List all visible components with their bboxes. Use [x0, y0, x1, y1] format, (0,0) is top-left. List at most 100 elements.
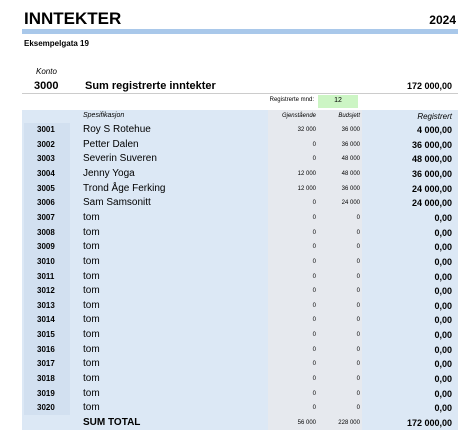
row-code: 3012	[37, 286, 55, 296]
total-remaining: 56 000	[297, 420, 316, 426]
row-registered: 0,00	[434, 330, 452, 341]
row-remaining: 0	[312, 229, 316, 236]
row-registered: 4 000,00	[416, 125, 452, 135]
row-budget: 36 000	[341, 185, 360, 192]
row-name: tom	[83, 211, 100, 223]
row-registered: 0,00	[434, 227, 452, 238]
months-cell	[318, 95, 358, 108]
address: Eksempelgata 19	[24, 39, 89, 48]
row-registered: 0,00	[434, 271, 452, 282]
row-name: tom	[83, 226, 100, 238]
col-header: Budsjett	[338, 113, 360, 119]
row-remaining: 0	[312, 361, 316, 368]
row-name: Petter Dalen	[83, 138, 139, 150]
row-name: tom	[83, 255, 100, 267]
row-registered: 0,00	[434, 374, 452, 385]
row-code: 3018	[37, 374, 55, 384]
row-budget: 0	[356, 361, 360, 368]
row-code: 3004	[37, 168, 55, 178]
row-name: tom	[83, 343, 100, 355]
row-registered: 0,00	[434, 242, 452, 253]
row-remaining: 12 000	[297, 185, 316, 192]
table-bg	[22, 110, 458, 430]
row-budget: 36 000	[341, 127, 360, 133]
row-registered: 0,00	[434, 388, 452, 399]
row-budget: 0	[356, 244, 360, 251]
row-budget: 48 000	[341, 156, 360, 163]
row-budget: 0	[356, 214, 360, 221]
row-registered: 0,00	[434, 359, 452, 370]
col-header: Gjenstående	[281, 113, 316, 119]
months: 12	[334, 97, 342, 104]
code-column-bg	[24, 123, 70, 415]
row-budget: 0	[356, 302, 360, 309]
amount-columns-bg	[268, 110, 362, 430]
row-name: Jenny Yoga	[83, 167, 135, 179]
row-registered: 0,00	[434, 315, 452, 326]
row-name: tom	[83, 285, 100, 297]
row-budget: 48 000	[341, 170, 360, 177]
row-code: 3005	[37, 183, 55, 193]
total-label: SUM TOTAL	[83, 417, 141, 428]
sum-amount: 172 000,00	[406, 81, 452, 91]
row-registered: 0,00	[434, 300, 452, 311]
title-bar	[22, 29, 458, 34]
row-remaining: 32 000	[297, 127, 316, 133]
row-budget: 0	[356, 405, 360, 412]
row-code: 3007	[37, 212, 55, 222]
row-code: 3001	[37, 125, 55, 134]
col-header: Spesifikasjon	[83, 112, 125, 119]
row-name: Severin Suveren	[83, 153, 157, 165]
row-budget: 0	[356, 258, 360, 265]
row-registered: 0,00	[434, 403, 452, 414]
row-code: 3013	[37, 300, 55, 310]
row-registered: 48 000,00	[411, 154, 452, 165]
row-code: 3002	[37, 139, 55, 149]
col-header: Registrert	[417, 112, 452, 121]
row-code: 3006	[37, 198, 55, 208]
row-name: tom	[83, 358, 100, 370]
row-name: Roy S Rotehue	[83, 124, 151, 135]
row-remaining: 0	[312, 405, 316, 412]
row-remaining: 0	[312, 317, 316, 324]
page-title: INNTEKTER	[24, 9, 122, 28]
row-remaining: 0	[312, 141, 316, 148]
row-code: 3008	[37, 227, 55, 237]
row-budget: 0	[356, 376, 360, 383]
total-registered: 172 000,00	[406, 418, 452, 428]
row-name: tom	[83, 373, 100, 385]
row-code: 3020	[37, 403, 55, 413]
row-remaining: 0	[312, 390, 316, 397]
row-code: 3011	[37, 271, 55, 281]
row-budget: 0	[356, 317, 360, 324]
row-remaining: 0	[312, 376, 316, 383]
row-code: 3017	[37, 359, 55, 369]
year: 2024	[429, 13, 456, 27]
row-name: tom	[83, 270, 100, 282]
row-name: tom	[83, 299, 100, 311]
row-code: 3015	[37, 330, 55, 340]
row-remaining: 0	[312, 332, 316, 339]
total-budget: 228 000	[338, 420, 360, 426]
sum-code: 3000	[34, 80, 59, 92]
row-remaining: 0	[312, 244, 316, 251]
row-name: tom	[83, 329, 100, 341]
row-registered: 0,00	[434, 256, 452, 267]
row-budget: 36 000	[341, 141, 360, 148]
row-registered: 0,00	[434, 212, 452, 223]
row-registered: 36 000,00	[411, 168, 452, 179]
row-code: 3019	[37, 388, 55, 398]
sum-underline	[22, 93, 458, 94]
row-code: 3016	[37, 344, 55, 354]
row-remaining: 0	[312, 273, 316, 280]
row-name: tom	[83, 314, 100, 326]
row-registered: 0,00	[434, 344, 452, 355]
row-budget: 0	[356, 229, 360, 236]
row-remaining: 0	[312, 288, 316, 295]
row-name: tom	[83, 387, 100, 399]
row-registered: 24 000,00	[411, 183, 452, 194]
row-remaining: 0	[312, 302, 316, 309]
row-code: 3010	[37, 256, 55, 266]
row-budget: 0	[356, 346, 360, 353]
row-remaining: 12 000	[297, 170, 316, 177]
